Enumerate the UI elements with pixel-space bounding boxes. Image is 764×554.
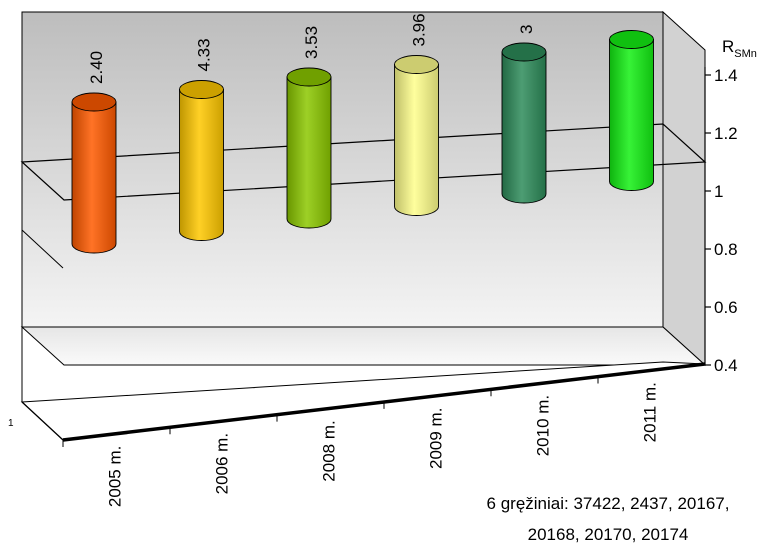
data-label: 3.53: [302, 26, 321, 59]
x-axis: 2005 m. 2006 m. 2008 m. 2009 m. 2010 m. 2011 …: [62, 376, 660, 507]
back-wall: [21, 11, 664, 328]
bar-body: [71, 101, 117, 254]
bar-body: [609, 39, 654, 191]
bar-body: [286, 76, 332, 229]
y-axis-label: RSMn: [722, 37, 757, 60]
plot-frame: [20, 10, 707, 367]
y-tick-label: 0.6: [714, 298, 738, 317]
data-label: 3: [517, 25, 536, 34]
bar-top: [394, 55, 439, 74]
y-tick-label: 1: [714, 182, 723, 201]
bar-body: [501, 51, 547, 204]
bar: 3: [501, 25, 547, 204]
y-tick-label: 0.8: [714, 240, 738, 259]
wells-note-line1: 6 gręžiniai: 37422, 2437, 20167,: [486, 494, 730, 513]
x-tick-label: 2008 m.: [320, 420, 339, 481]
side-wall: [662, 10, 706, 367]
bar-top: [501, 42, 547, 62]
bar-top: [71, 92, 117, 112]
left-depth-line: [21, 229, 64, 269]
x-tick-label: 2009 m.: [427, 408, 446, 469]
x-tick-label: 2006 m.: [213, 433, 232, 494]
y-tick-label: 1.4: [714, 66, 738, 85]
bar: 2.40: [71, 51, 117, 254]
data-label: 4.33: [195, 38, 214, 71]
x-tick-label: 2010 m.: [534, 395, 553, 456]
x-tick-label: 2005 m.: [106, 446, 125, 507]
y-axis: 0.4 0.6 0.8 1 1.2 1.4: [704, 66, 738, 375]
wells-note-line2: 20168, 20170, 20174: [527, 525, 689, 544]
bars: 2.40 4.33 3.53 3.96 3: [71, 13, 654, 254]
floor: [20, 326, 707, 366]
bar: 3.96: [394, 13, 439, 216]
bar-body: [394, 64, 439, 216]
left-bevel: [21, 401, 64, 441]
bar: 3.53: [286, 26, 332, 229]
y-tick-label: 0.4: [714, 356, 738, 375]
corner-label: 1: [8, 418, 14, 429]
bar-top: [286, 67, 332, 87]
x-tick-label: 2011 m.: [641, 382, 660, 442]
data-label: 2.40: [87, 51, 106, 84]
bar-body: [179, 89, 224, 241]
data-label: 3.96: [410, 13, 429, 46]
bar: [609, 30, 654, 191]
bar-top: [179, 80, 224, 99]
bar: 4.33: [179, 38, 224, 241]
y-tick-label: 1.2: [714, 124, 738, 143]
bar-top: [609, 30, 654, 49]
front-slab: [20, 361, 706, 441]
